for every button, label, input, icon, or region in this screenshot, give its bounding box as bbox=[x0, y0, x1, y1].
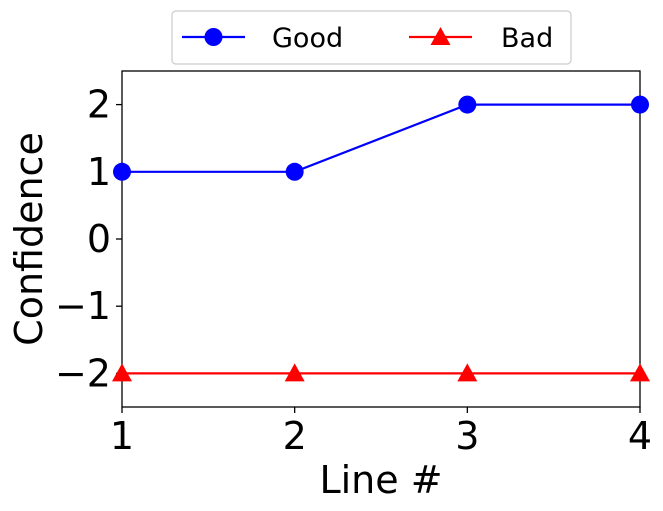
plot-frame bbox=[121, 70, 641, 408]
series-bad-point bbox=[457, 363, 478, 382]
y-tick-label: 2 bbox=[87, 83, 111, 127]
legend-good-marker bbox=[204, 28, 223, 46]
legend-box bbox=[171, 10, 572, 65]
series-bad-point bbox=[112, 363, 132, 382]
series-good-point bbox=[113, 162, 131, 181]
series-good-point bbox=[631, 95, 649, 114]
y-axis: 2 1 0 −1 −2 bbox=[55, 83, 122, 395]
y-tick-label: −2 bbox=[55, 351, 111, 395]
x-axis-label: Line # bbox=[319, 458, 442, 502]
x-tick-label: 1 bbox=[110, 414, 134, 458]
series-bad-point bbox=[284, 363, 305, 382]
y-tick-label: 0 bbox=[87, 217, 111, 261]
x-axis: 1 2 3 4 bbox=[110, 407, 652, 458]
legend-item-good: Good bbox=[182, 23, 343, 54]
y-axis-label: Confidence bbox=[7, 132, 51, 346]
legend-bad-label: Bad bbox=[501, 23, 553, 54]
legend-bad-marker bbox=[430, 27, 451, 45]
y-tick-label: 1 bbox=[87, 150, 111, 194]
x-tick-label: 4 bbox=[628, 414, 652, 458]
legend: Good Bad bbox=[171, 10, 572, 65]
x-tick-label: 3 bbox=[455, 414, 479, 458]
x-tick-label: 2 bbox=[283, 414, 307, 458]
series-layer bbox=[112, 95, 650, 382]
series-bad-point bbox=[630, 363, 650, 382]
series-good-point bbox=[285, 162, 304, 181]
legend-good-label: Good bbox=[272, 23, 343, 54]
legend-item-bad: Bad bbox=[409, 23, 553, 54]
series-good-point bbox=[458, 95, 477, 114]
series-good-line bbox=[122, 103, 640, 173]
y-tick-label: −1 bbox=[55, 284, 111, 328]
